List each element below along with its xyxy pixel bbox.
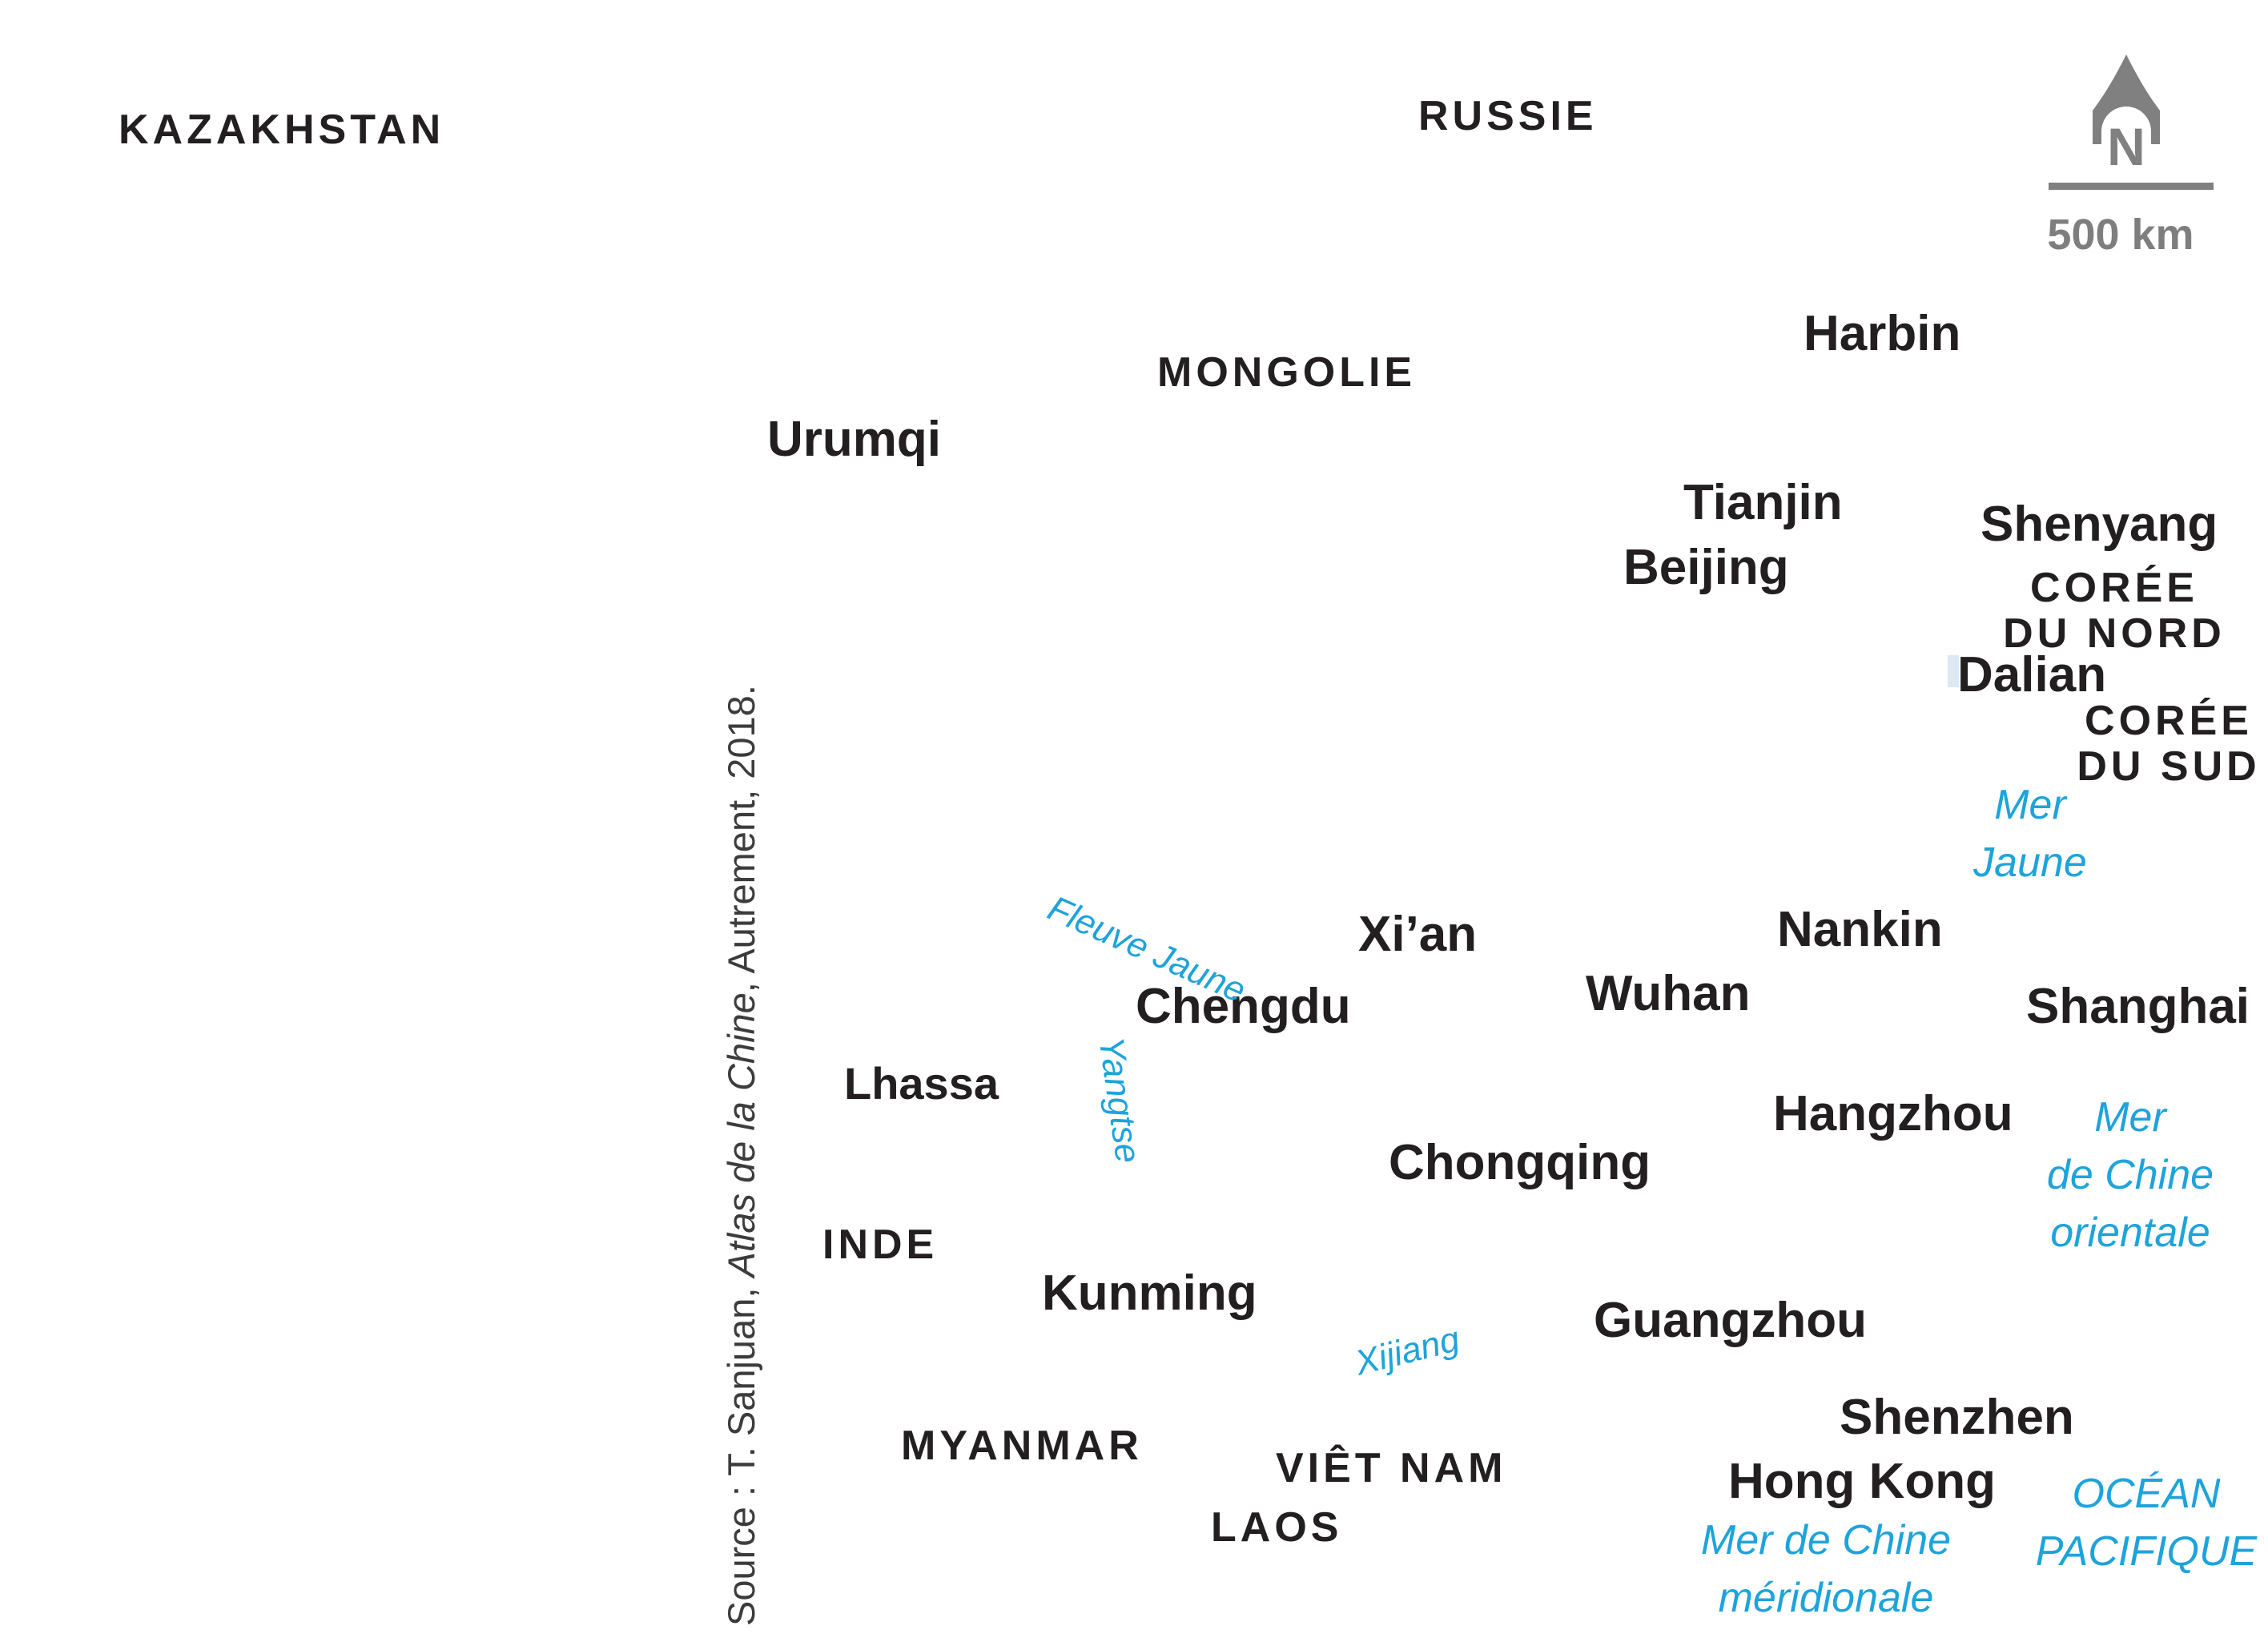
ocean-pacifique: OCÉAN PACIFIQUE [2026,1466,2266,1581]
sea-mer-de-chine-orientale: Mer de Chine orientale [2018,1089,2242,1262]
north-arrow-icon: N [2093,54,2160,176]
sea-mer-de-chine-meridionale: Mer de Chine méridionale [1674,1512,1978,1628]
source-title: Atlas de la Chine [720,992,762,1278]
ocean-pacifique-line1: OCÉAN [2072,1471,2221,1517]
sea-mer-jaune: Mer Jaune [1946,777,2114,892]
sea-mer-de-chine-orientale-line1: Mer [2094,1094,2166,1141]
country-laos: LAOS [1211,1504,1343,1551]
sea-mer-de-chine-meridionale-line1: Mer de Chine [1700,1517,1952,1564]
river-xijiang: Xijiang [1351,1319,1464,1383]
sea-mer-de-chine-orientale-line2: de Chine [2046,1151,2214,1198]
sea-mer-jaune-line2: Jaune [1973,839,2087,886]
city-urumqi: Urumqi [767,412,941,467]
ocean-pacifique-line2: PACIFIQUE [2035,1527,2258,1575]
country-coree-du-sud: CORÉE DU SUD [2073,698,2265,790]
city-lhassa: Lhassa [844,1058,999,1109]
north-letter: N [2107,117,2145,176]
city-hong-kong: Hong Kong [1728,1454,1997,1509]
scale-bar [2049,183,2214,190]
river-yangtse: Yangtse [1091,1034,1148,1166]
country-kazakhstan: KAZAKHSTAN [119,107,445,153]
city-nankin: Nankin [1777,902,1943,957]
country-coree-du-nord-line2: DU NORD [2003,610,2226,658]
city-xian: Xi’an [1358,907,1478,962]
sea-mer-de-chine-orientale-line3: orientale [2050,1209,2210,1256]
city-chongqing: Chongqing [1389,1135,1651,1190]
city-guangzhou: Guangzhou [1594,1293,1867,1348]
city-shenyang: Shenyang [1980,497,2218,552]
country-inde: INDE [822,1221,939,1268]
country-mongolie: MONGOLIE [1157,349,1417,396]
city-tianjin: Tianjin [1683,475,1843,530]
country-coree-du-sud-line1: CORÉE [2085,698,2253,744]
city-wuhan: Wuhan [1586,966,1751,1021]
country-coree-du-sud-line2: DU SUD [2077,743,2261,791]
city-hangzhou: Hangzhou [1773,1086,2013,1141]
country-russie: RUSSIE [1418,93,1598,139]
dalian-marker [1948,655,1959,687]
city-shanghai: Shanghai [2026,979,2250,1034]
source-suffix: , Autrement, 2018. [720,685,762,993]
city-shenzhen: Shenzhen [1840,1390,2074,1445]
sea-mer-jaune-line1: Mer [1994,782,2066,828]
city-harbin: Harbin [1804,306,1961,361]
sea-mer-de-chine-meridionale-line2: méridionale [1718,1574,1934,1621]
city-beijing: Beijing [1623,540,1789,595]
country-myanmar: MYANMAR [901,1423,1143,1469]
source-citation: Source : T. Sanjuan, Atlas de la Chine, … [720,685,762,1626]
north-arrow-shape [2093,54,2160,144]
country-coree-du-nord: CORÉE DU NORD [2002,565,2226,657]
country-coree-du-nord-line1: CORÉE [2030,565,2198,611]
country-vietnam: VIÊT NAM [1276,1445,1507,1491]
scale-label: 500 km [2047,211,2194,259]
source-prefix: Source : T. Sanjuan, [720,1277,762,1626]
city-kunming: Kunming [1042,1266,1257,1321]
city-chengdu: Chengdu [1136,979,1351,1034]
city-dalian: Dalian [1957,647,2107,702]
